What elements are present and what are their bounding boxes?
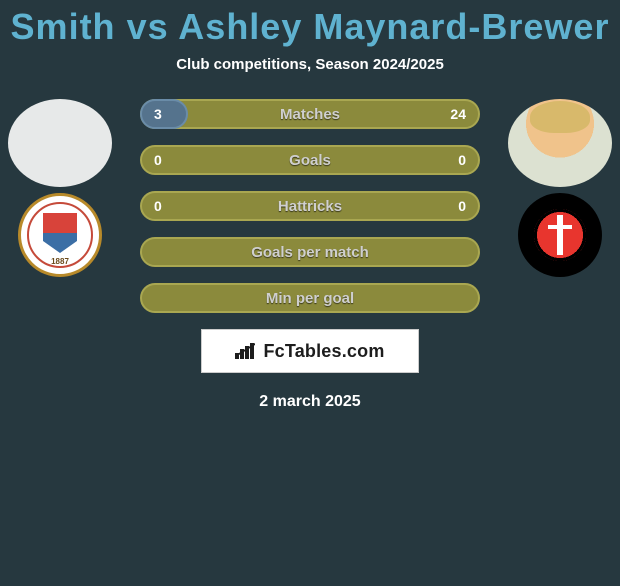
stat-row-min-per-goal: Min per goal xyxy=(140,283,480,313)
sword-icon xyxy=(557,215,563,255)
stat-bars: Matches324 Goals00 Hattricks00 Goals per ma… xyxy=(140,99,480,313)
player-left-avatar xyxy=(8,99,112,187)
stat-bar-bg xyxy=(140,99,480,129)
stat-bar-bg xyxy=(140,237,480,267)
stat-bar-bg xyxy=(140,283,480,313)
page-title: Smith vs Ashley Maynard-Brewer xyxy=(0,6,620,48)
stat-bar-bg xyxy=(140,191,480,221)
crest-left-year: 1887 xyxy=(21,257,99,266)
avatar-hair xyxy=(530,101,590,133)
player-right-avatar xyxy=(508,99,612,187)
brand-icon xyxy=(235,343,257,359)
stat-bar-bg xyxy=(140,145,480,175)
right-player-column xyxy=(500,99,620,277)
stat-bar-fill xyxy=(140,99,188,129)
stat-row-matches: Matches324 xyxy=(140,99,480,129)
club-left-crest: 1887 xyxy=(18,193,102,277)
brand-box[interactable]: FcTables.com xyxy=(201,329,419,373)
club-right-crest xyxy=(518,193,602,277)
comparison-panel: 1887 Matches324 Goals00 Hattricks00 Goals p… xyxy=(0,99,620,411)
stat-row-goals: Goals00 xyxy=(140,145,480,175)
player-right-name: Ashley Maynard-Brewer xyxy=(178,6,609,47)
match-date: 2 march 2025 xyxy=(0,393,620,411)
brand-text: FcTables.com xyxy=(263,341,384,362)
stat-row-hattricks: Hattricks00 xyxy=(140,191,480,221)
subtitle: Club competitions, Season 2024/2025 xyxy=(0,56,620,73)
player-left-name: Smith xyxy=(11,6,116,47)
crest-right-inner xyxy=(534,209,586,261)
vs-word: vs xyxy=(127,6,169,47)
stat-row-goals-per-match: Goals per match xyxy=(140,237,480,267)
left-player-column: 1887 xyxy=(0,99,120,277)
